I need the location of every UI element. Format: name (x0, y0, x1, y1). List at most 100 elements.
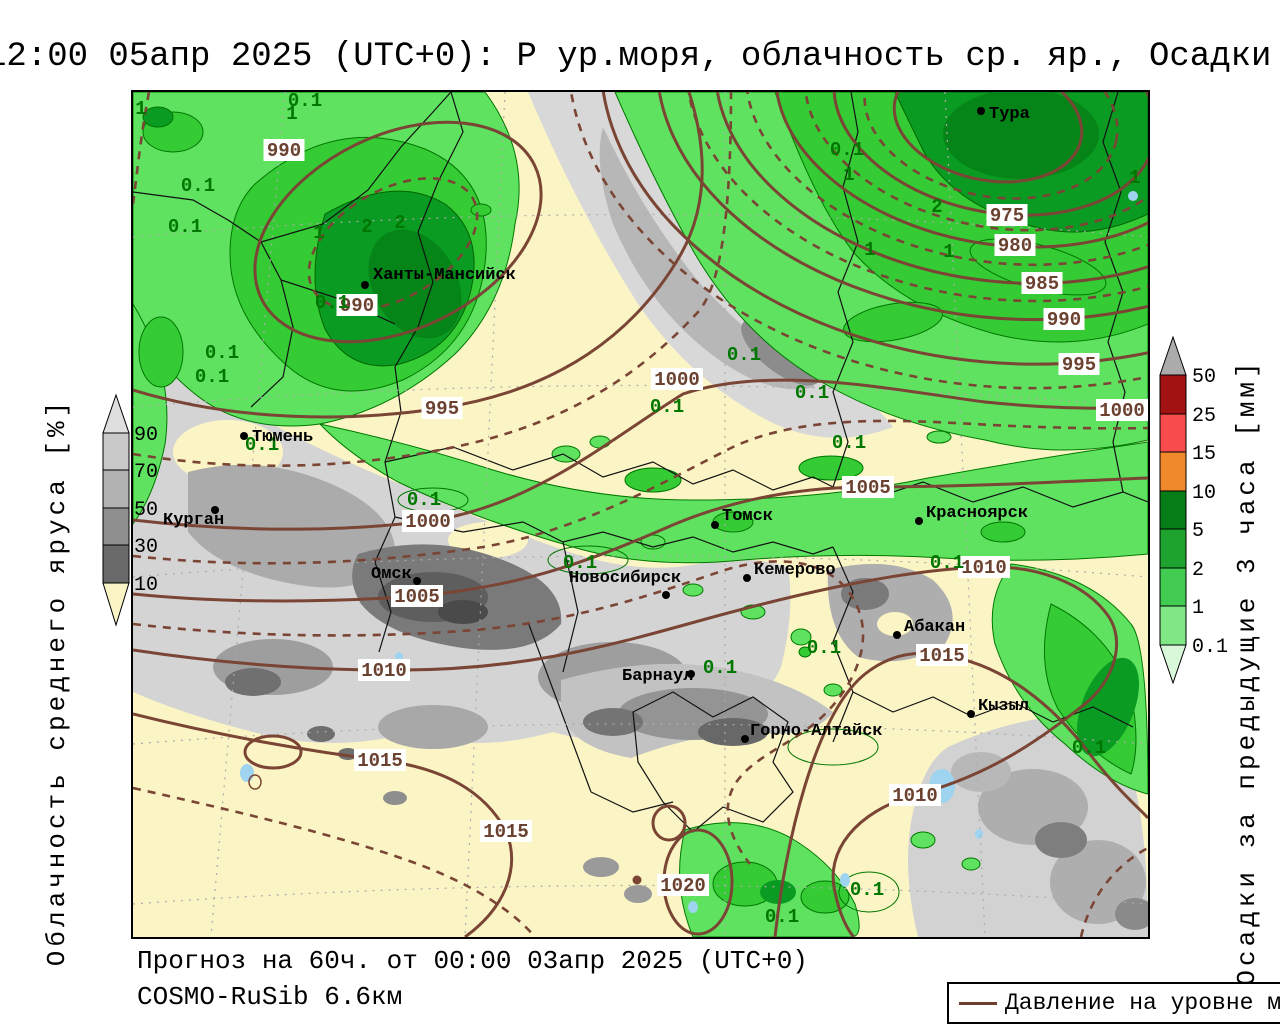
isobar-label-text: 975 (990, 205, 1024, 227)
precipbar-tick: 10 (1192, 482, 1216, 505)
city-marker (743, 574, 751, 582)
cloudbar-tick: 30 (134, 536, 158, 559)
city-marker (361, 281, 369, 289)
isobar-label-text: 1015 (919, 645, 965, 667)
cloudiness-colorbar-title: Облачность среднего яруса [%] (42, 398, 72, 966)
precip-contour-label: 1 (1129, 167, 1140, 189)
isobar-label-bg (958, 556, 1010, 578)
precip-contour-label: 0.1 (407, 489, 441, 511)
precip-contour-label: 0.1 (765, 906, 799, 928)
pressure-line-sample (959, 1001, 997, 1005)
isobar-label: 990 (1043, 308, 1085, 331)
precip-contour-label: 0.1 (807, 637, 841, 659)
graticule-layer (133, 92, 1148, 937)
city-marker (977, 107, 985, 115)
cloudbar-tick: 70 (134, 461, 158, 484)
precipitation-colorbar: Осадки за предыдущие 3 часа [мм] 50 25 1… (1159, 335, 1262, 986)
isobar-label: 1000 (651, 368, 703, 391)
forecast-info-text: Прогноз на 60ч. от 00:00 03апр 2025 (UTC… (137, 946, 808, 976)
isobar-label-text: 1005 (394, 586, 440, 608)
cloudbar-seg-90 (102, 432, 130, 471)
isobar-label: 1000 (1096, 399, 1148, 422)
isobar-label-bg (1043, 308, 1085, 330)
isobar-label-text: 1010 (961, 557, 1007, 579)
isobar-label: 975 (986, 204, 1028, 227)
precip-contour-label: 2 (361, 216, 372, 238)
isobar-label-bg (657, 874, 709, 896)
city-marker (915, 517, 923, 525)
precipbar-seg-1 (1159, 605, 1187, 646)
city-marker (240, 432, 248, 440)
precip-contour-label: 0.1 (563, 552, 597, 574)
city-marker (413, 577, 421, 585)
isobar-label-bg (391, 585, 443, 607)
city-label: Горно-Алтайск (750, 722, 883, 741)
precipbar-tick: 50 (1192, 366, 1216, 389)
precipbar-top-triangle (1159, 335, 1187, 376)
isobar-label-text: 1010 (361, 660, 407, 682)
isobar-label: 980 (994, 234, 1036, 257)
isobar-label-text: 990 (340, 295, 374, 317)
model-info-text: COSMO-RuSib 6.6км (137, 982, 403, 1012)
precip-contour-label: 0.1 (832, 432, 866, 454)
isobar-label-text: 990 (267, 140, 301, 162)
map-frame: 990 990 995 1000 1005 1010 1015 1015 1020 975 980 9… (131, 90, 1150, 939)
isobar-label-bg (358, 659, 410, 681)
isobar-label-bg (421, 397, 463, 419)
city-label: Ханты-Мансийск (373, 266, 516, 285)
isobar-label-bg (994, 234, 1036, 256)
precip-contour-label: 1 (286, 103, 297, 125)
precipbar-bottom-triangle (1159, 644, 1187, 685)
isobar-label-bg (480, 820, 532, 842)
isobar-label: 1005 (842, 476, 894, 499)
cloudbar-seg-50 (102, 507, 130, 546)
isobar-label-bg (354, 749, 406, 771)
precip-contour-label: 1 (943, 241, 954, 263)
city-label: Абакан (904, 618, 965, 637)
city-marker (741, 735, 749, 743)
precipbar-tick: 1 (1192, 597, 1204, 620)
city-marker (711, 521, 719, 529)
pressure-legend-label: Давление на уровне моря (1005, 990, 1280, 1016)
isobar-label-text: 1000 (1099, 400, 1145, 422)
isobar-label: 995 (421, 397, 463, 420)
precip-contour-label: 0.1 (168, 216, 202, 238)
city-label: Барнаул (622, 667, 693, 686)
precipitation-colorbar-title: Осадки за предыдущие 3 часа [мм] (1232, 358, 1262, 985)
forecast-map: 990 990 995 1000 1005 1010 1015 1015 1020 975 980 9… (133, 92, 1148, 937)
isobar-label: 1010 (358, 659, 410, 682)
isobar-label: 990 (263, 139, 305, 162)
isobar-label: 985 (1021, 272, 1063, 295)
isobar-label-bg (842, 476, 894, 498)
isobar-label-bg (336, 294, 378, 316)
cloudbar-tick: 10 (134, 574, 158, 597)
cloudbar-bottom-triangle (102, 582, 130, 627)
isobar-label: 1015 (916, 644, 968, 667)
precip-contour-label: 1 (135, 98, 146, 120)
isobar-label-bg (263, 139, 305, 161)
isobar-label-bg (651, 368, 703, 390)
precip-contour-label: 0.1 (650, 396, 684, 418)
precip-contour-label: 2 (931, 196, 942, 218)
isobar-label-text: 995 (425, 398, 459, 420)
city-marker (662, 591, 670, 599)
isobar-label-text: 1015 (483, 821, 529, 843)
precip-contour-label: 0.1 (850, 879, 884, 901)
precip-contour-label: 0.1 (703, 657, 737, 679)
precip-contour-label: 0.1 (315, 292, 349, 314)
isobar-label: 1010 (889, 784, 941, 807)
isobar-label-bg (1021, 272, 1063, 294)
precipbar-seg-50 (1159, 374, 1187, 415)
isobar-label-bg (1058, 353, 1100, 375)
city-label: Кызыл (978, 697, 1029, 716)
city-label: Новосибирск (569, 569, 681, 588)
map-annotations-layer: 990 990 995 1000 1005 1010 1015 1015 1020 975 980 9… (135, 92, 1148, 928)
isobar-label-text: 1020 (660, 875, 706, 897)
precipbar-seg-15 (1159, 451, 1187, 492)
isobar-label-text: 1015 (357, 750, 403, 772)
isobar-label: 1015 (354, 749, 406, 772)
isobar-label-text: 990 (1047, 309, 1081, 331)
city-label: Кемерово (754, 561, 836, 580)
cloudbar-tick: 50 (134, 499, 158, 522)
city-marker (893, 631, 901, 639)
